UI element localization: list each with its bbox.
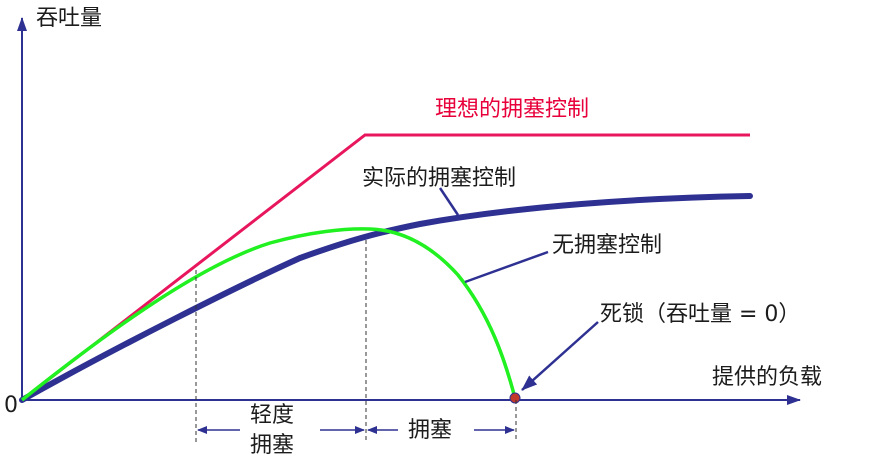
x-axis-label: 提供的负载 bbox=[712, 365, 822, 390]
deadlock-arrow bbox=[521, 321, 599, 391]
region-congestion-label: 拥塞 bbox=[408, 418, 452, 443]
series-ideal-label: 理想的拥塞控制 bbox=[435, 97, 589, 122]
deadlock-point bbox=[509, 392, 521, 404]
y-axis-label: 吞吐量 bbox=[36, 6, 102, 31]
region-light-label-line1: 轻度 bbox=[250, 403, 294, 428]
region-light-label-line2: 拥塞 bbox=[250, 433, 294, 458]
series-ideal-line bbox=[21, 133, 750, 402]
series-none-label: 无拥塞控制 bbox=[552, 233, 662, 258]
series-actual-leader bbox=[438, 187, 460, 216]
series-none-leader bbox=[464, 250, 549, 284]
origin-label: 0 bbox=[4, 393, 18, 418]
series-actual-label: 实际的拥塞控制 bbox=[362, 166, 516, 191]
deadlock-label: 死锁（吞吐量 = 0） bbox=[600, 302, 800, 327]
series-none-line bbox=[20, 227, 517, 402]
series-actual-line bbox=[19, 193, 753, 403]
